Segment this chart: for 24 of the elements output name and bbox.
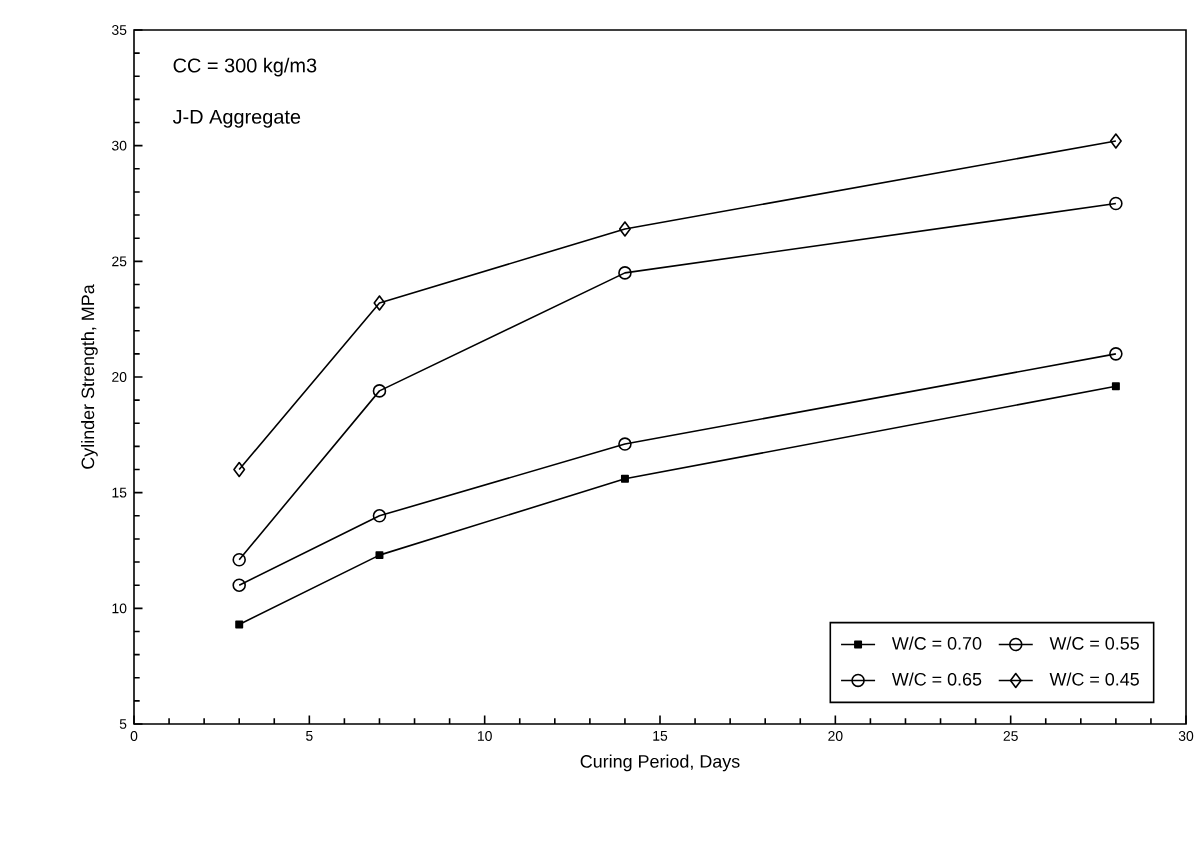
legend-label: W/C = 0.70 xyxy=(891,636,982,650)
point xyxy=(620,474,629,483)
point xyxy=(372,509,387,523)
point xyxy=(618,221,631,237)
legend-label: W/C = 0.65 xyxy=(891,672,982,686)
point xyxy=(1111,382,1120,391)
point xyxy=(373,295,386,311)
point xyxy=(375,551,384,560)
point xyxy=(235,620,244,629)
y-axis-title: Cylinder Strength, MPa xyxy=(81,284,98,469)
point xyxy=(372,384,387,398)
point xyxy=(232,552,246,567)
point xyxy=(1109,196,1123,211)
point xyxy=(1109,347,1123,361)
point xyxy=(618,266,632,280)
legend-label: W/C = 0.45 xyxy=(1049,672,1139,686)
point xyxy=(233,461,246,478)
point xyxy=(1109,133,1122,149)
annotation: J-D Aggregate xyxy=(172,109,301,128)
x-axis-title: Curing Period, Days xyxy=(580,754,740,772)
point xyxy=(618,437,632,451)
point xyxy=(232,578,246,592)
annotation: CC = 300 kg/m3 xyxy=(173,57,317,77)
legend-label: W/C = 0.55 xyxy=(1049,636,1139,650)
